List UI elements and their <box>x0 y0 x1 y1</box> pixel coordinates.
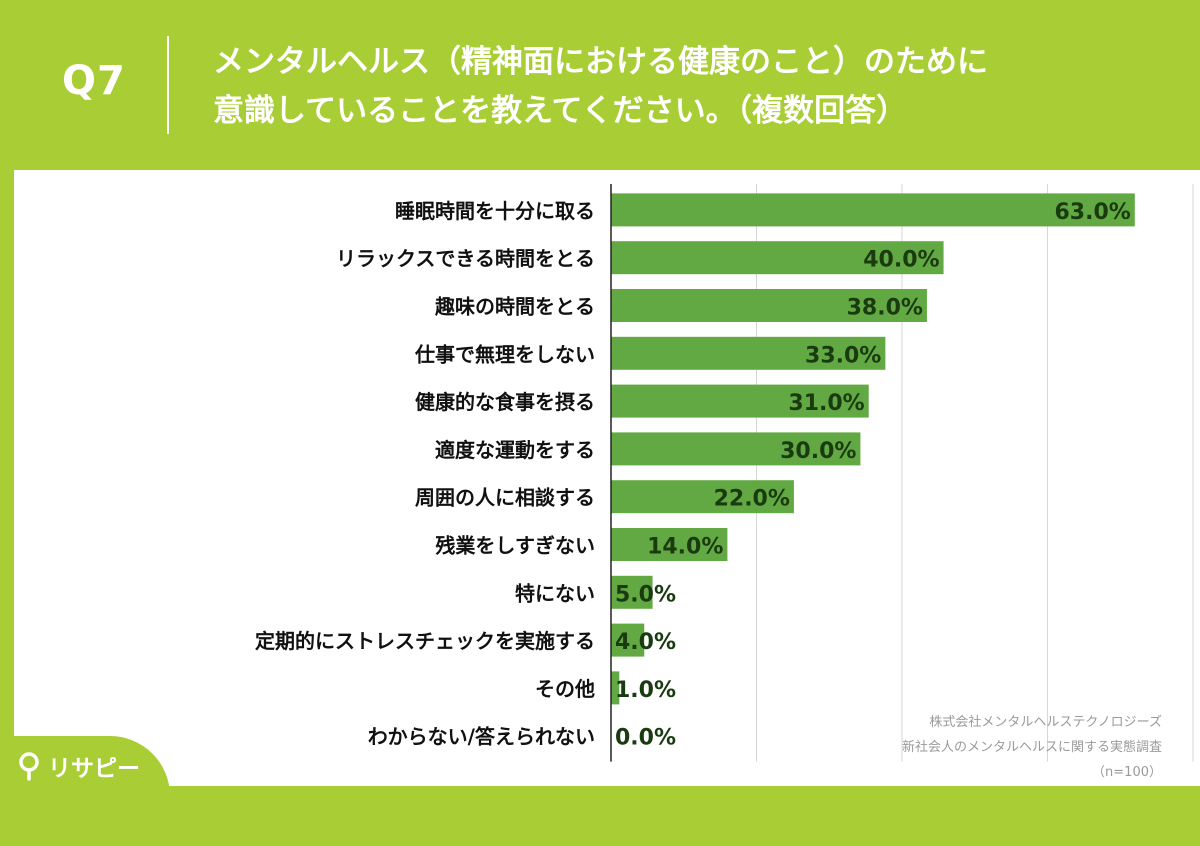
bar-chart: 睡眠時間を十分に取る 63.0% リラックスできる時間をとる 40.0% 趣味の時間をと… <box>255 184 1194 762</box>
bar <box>611 193 1135 227</box>
chart-panel: 睡眠時間を十分に取る 63.0% リラックスできる時間をとる 40.0% 趣味の時間をと… <box>14 170 1200 786</box>
data-label: 30.0% <box>780 439 856 464</box>
bar <box>611 432 861 466</box>
category-label: リラックスできる時間をとる <box>336 247 595 271</box>
logo-text: リサピー <box>48 756 140 782</box>
bar <box>611 336 886 370</box>
data-label: 5.0% <box>615 582 676 607</box>
category-label: わからない/答えられない <box>368 725 595 749</box>
category-label: 睡眠時間を十分に取る <box>395 199 595 223</box>
map-pin-icon <box>19 752 39 781</box>
source-company: 株式会社メンタルヘルステクノロジーズ <box>929 715 1162 730</box>
chart-title: メンタルヘルス（精神面における健康のこと）のために 意識していることを教えてくだ… <box>213 38 1173 136</box>
category-label: 適度な運動をする <box>435 438 595 462</box>
title-line-2: 意識していることを教えてください。（複数回答） <box>213 93 908 129</box>
bar <box>611 480 794 514</box>
bar <box>611 384 869 418</box>
category-label: 残業をしすぎない <box>435 534 595 558</box>
data-label: 63.0% <box>1054 200 1130 225</box>
data-label: 40.0% <box>863 248 939 273</box>
category-label: その他 <box>535 677 595 701</box>
bottom-strip <box>0 786 1200 800</box>
data-label: 0.0% <box>615 726 676 751</box>
bar <box>611 623 645 657</box>
bar <box>611 575 653 609</box>
source-note: 株式会社メンタルヘルステクノロジーズ 新社会人のメンタルヘルスに関する実態調査 … <box>902 710 1162 785</box>
data-label: 33.0% <box>805 343 881 368</box>
question-number: Q7 <box>62 58 126 104</box>
category-label: 周囲の人に相談する <box>415 486 595 510</box>
category-label: 健康的な食事を摂る <box>415 390 595 414</box>
data-label: 1.0% <box>615 678 676 703</box>
bar <box>611 671 620 705</box>
category-label: 仕事で無理をしない <box>414 342 595 366</box>
title-line-1: メンタルヘルス（精神面における健康のこと）のために <box>213 44 988 80</box>
logo: リサピー <box>18 748 140 784</box>
data-label: 38.0% <box>847 296 923 321</box>
bar <box>611 289 927 322</box>
data-label: 4.0% <box>615 630 676 655</box>
category-label: 趣味の時間をとる <box>434 295 595 319</box>
source-sample-size: （n=100） <box>1092 765 1162 780</box>
header: Q7 メンタルヘルス（精神面における健康のこと）のために 意識していることを教え… <box>0 0 1200 170</box>
data-label: 14.0% <box>647 535 723 560</box>
bar <box>611 241 944 275</box>
data-label: 31.0% <box>788 391 864 416</box>
source-survey: 新社会人のメンタルヘルスに関する実態調査 <box>901 740 1162 755</box>
bar <box>611 528 728 561</box>
header-divider <box>167 36 169 134</box>
category-label: 特にない <box>515 581 595 605</box>
category-label: 定期的にストレスチェックを実施する <box>255 629 595 653</box>
data-label: 22.0% <box>714 487 790 512</box>
